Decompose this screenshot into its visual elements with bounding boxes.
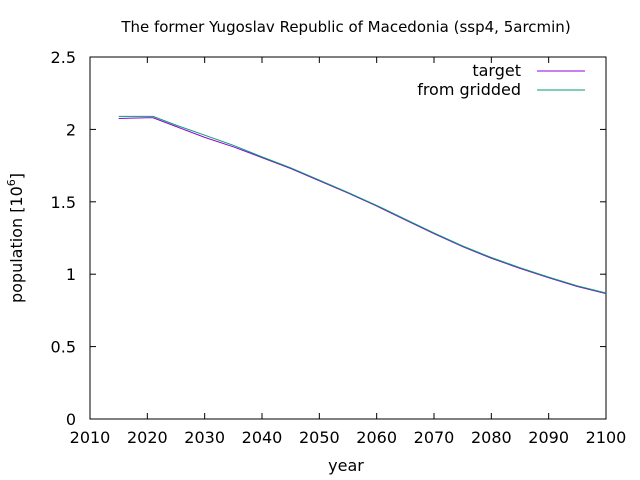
plot-frame xyxy=(89,56,607,420)
chart-title: The former Yugoslav Republic of Macedoni… xyxy=(120,18,570,36)
legend-label-from-gridded: from gridded xyxy=(417,80,521,99)
y-axis-label: population [106] xyxy=(5,173,26,303)
legend-label-target: target xyxy=(472,61,521,80)
y-tick-label: 0 xyxy=(66,410,76,429)
y-tick-label: 1.5 xyxy=(51,193,76,212)
series-lines xyxy=(118,115,607,295)
plot-area: 2010 2020 2030 2040 2050 2060 2070 2080 2090 2100… xyxy=(51,48,627,447)
y-axis-label-exponent: 6 xyxy=(5,179,18,186)
x-axis-label: year xyxy=(328,456,364,475)
x-tick-label: 2070 xyxy=(414,428,455,447)
x-tick-label: 2060 xyxy=(356,428,397,447)
y-tick-label: 1 xyxy=(66,265,76,284)
legend: target from gridded xyxy=(417,61,585,99)
y-axis: 0 0.5 1 1.5 2 2.5 xyxy=(51,48,606,429)
x-tick-label: 2050 xyxy=(299,428,340,447)
series-line-from-gridded xyxy=(118,115,607,294)
x-axis: 2010 2020 2030 2040 2050 2060 2070 2080 2090 2100 xyxy=(70,57,627,447)
y-axis-label-base: population [10 xyxy=(7,186,26,303)
x-tick-label: 2030 xyxy=(184,428,225,447)
y-tick-label: 2.5 xyxy=(51,48,76,67)
x-tick-label: 2040 xyxy=(242,428,283,447)
x-tick-label: 2020 xyxy=(127,428,168,447)
series-line-target xyxy=(118,117,607,295)
x-tick-label: 2090 xyxy=(528,428,569,447)
y-axis-label-close: ] xyxy=(7,173,26,179)
x-tick-label: 2100 xyxy=(586,428,627,447)
x-tick-label: 2080 xyxy=(471,428,512,447)
y-tick-label: 2 xyxy=(66,120,76,139)
y-tick-label: 0.5 xyxy=(51,338,76,357)
x-tick-label: 2010 xyxy=(70,428,111,447)
